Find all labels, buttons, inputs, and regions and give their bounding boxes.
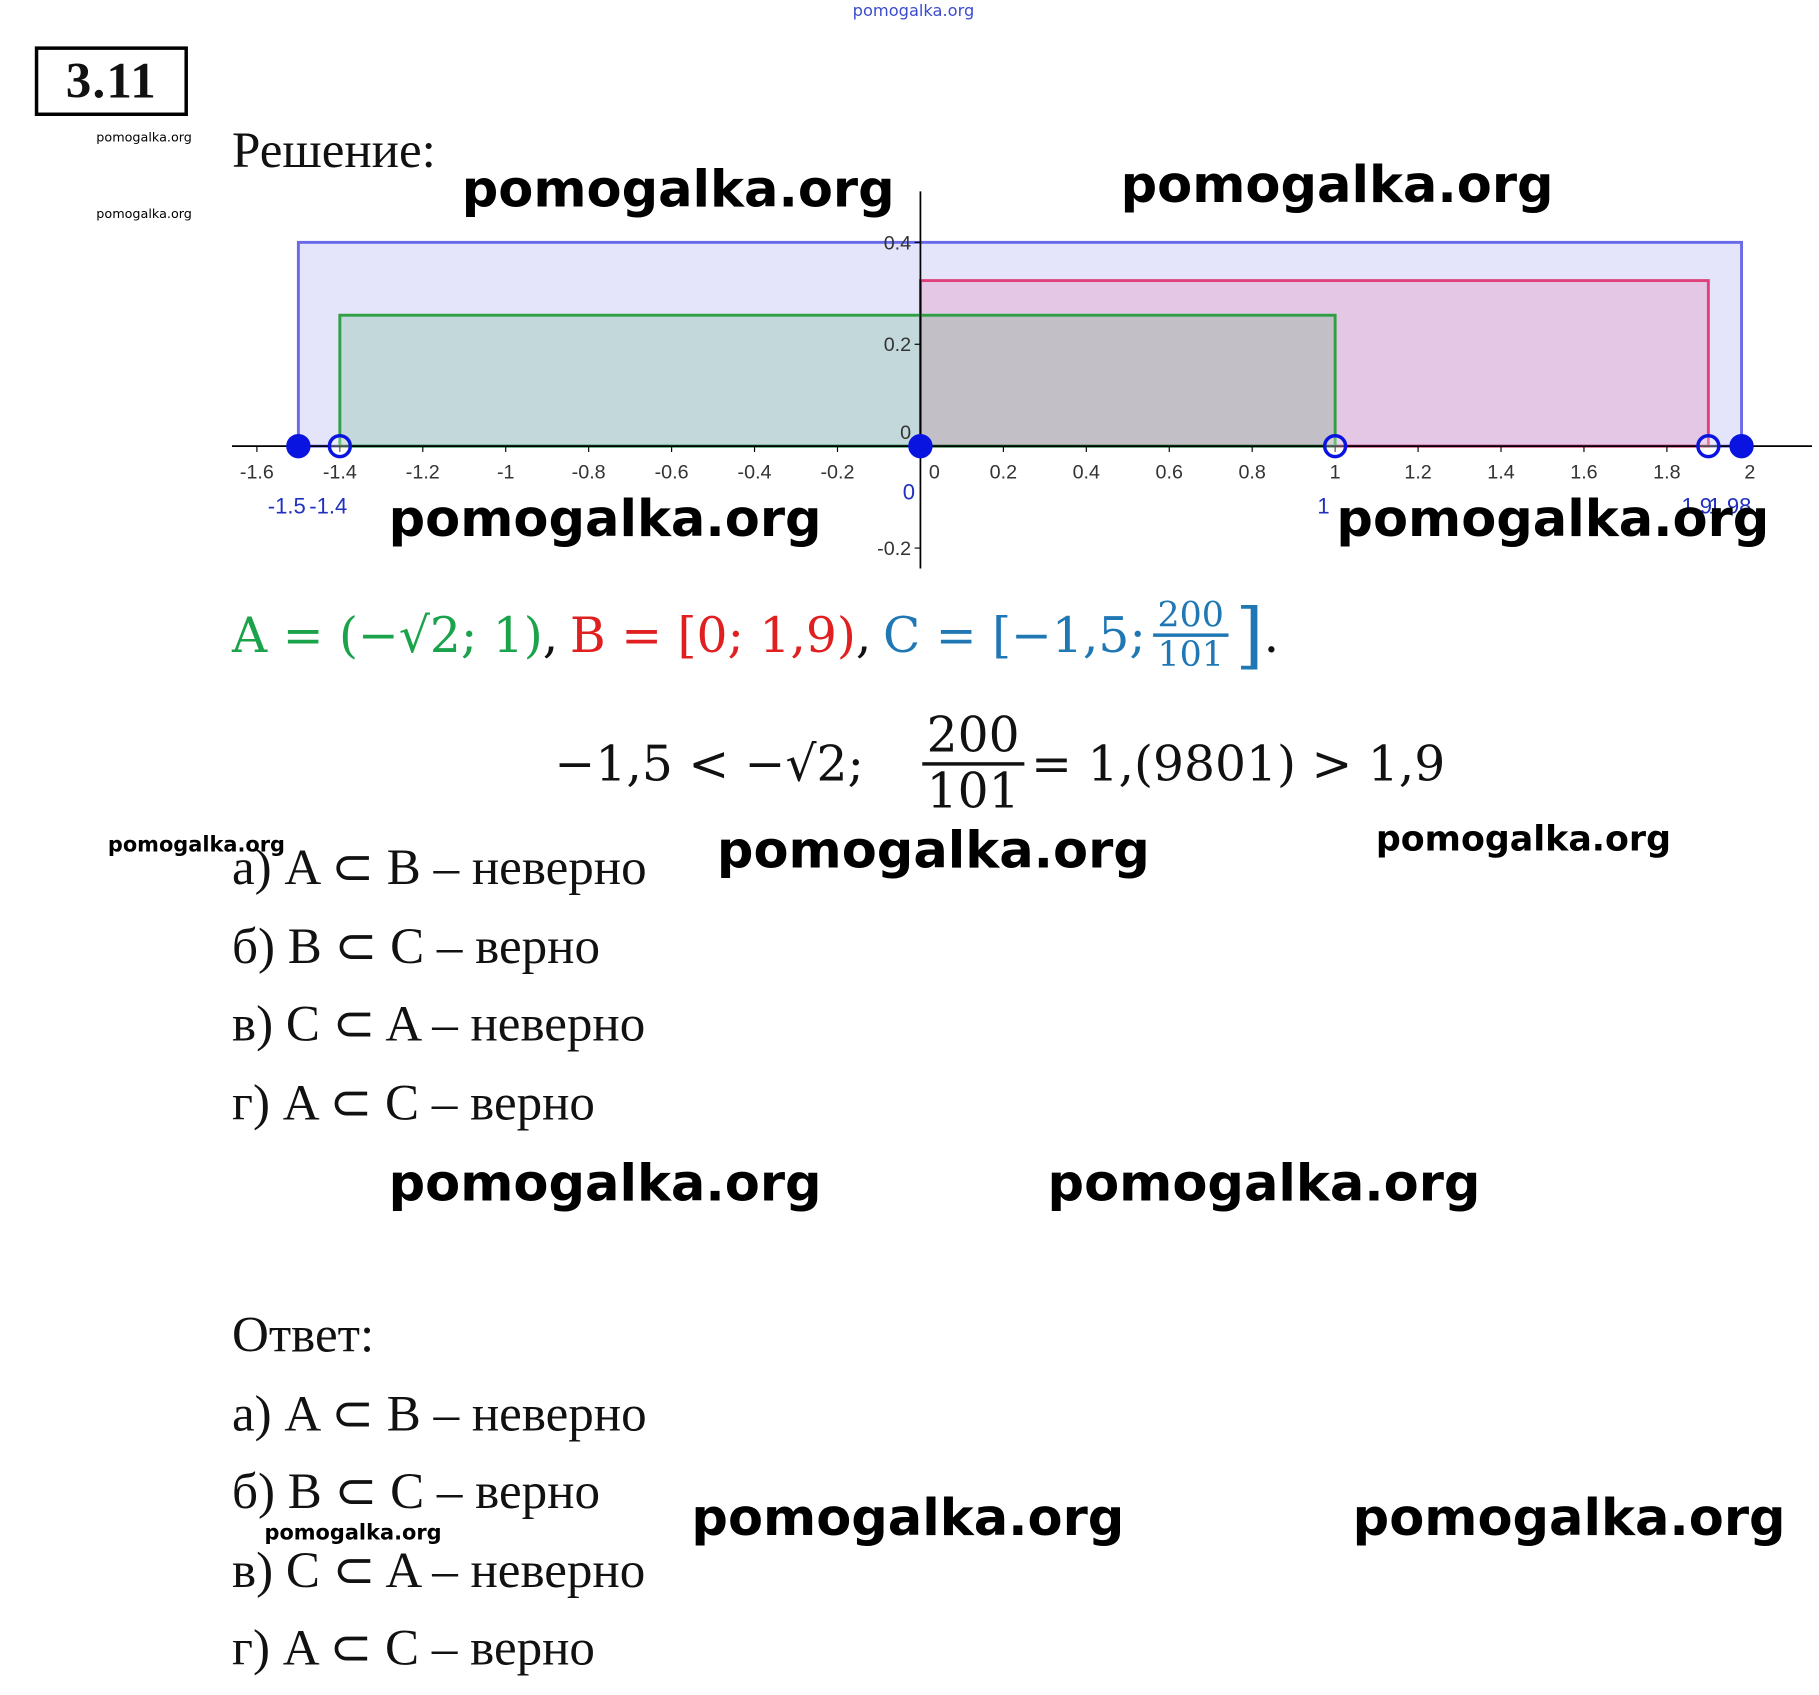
x-tick-label: -1.6 bbox=[240, 462, 274, 484]
x-tick-label: 0.4 bbox=[1073, 462, 1100, 484]
answer-label: Ответ: bbox=[232, 1306, 375, 1364]
open-endpoint bbox=[1696, 433, 1721, 459]
period: . bbox=[1263, 606, 1280, 664]
watermark: pomogalka.org bbox=[1336, 489, 1770, 549]
watermark: pomogalka.org bbox=[1120, 155, 1554, 215]
x-tick-label: -0.2 bbox=[820, 462, 854, 484]
x-tick-label: 1.2 bbox=[1404, 462, 1431, 484]
set-c-end: ] bbox=[1235, 592, 1264, 678]
separator: , bbox=[855, 606, 872, 664]
fraction: 200 101 bbox=[921, 710, 1025, 819]
y-tick-label: 0.4 bbox=[884, 232, 911, 254]
watermark: pomogalka.org bbox=[1047, 1154, 1481, 1214]
separator: , bbox=[542, 606, 559, 664]
answer-item: а) A ⊂ B – неверно bbox=[232, 1385, 647, 1442]
x-tick-label: 0.8 bbox=[1238, 462, 1265, 484]
solution-item: в) C ⊂ A – неверно bbox=[232, 995, 646, 1053]
endpoint-label: -1.5 bbox=[268, 493, 306, 518]
endpoint-label: 1.9 bbox=[1681, 493, 1712, 518]
watermark: pomogalka.org bbox=[388, 1154, 822, 1214]
sets-line: A = (−√2; 1) , B = [0; 1,9) , C = [−1,5;… bbox=[232, 580, 1279, 690]
denominator: 101 bbox=[926, 761, 1020, 819]
watermark: pomogalka.org bbox=[691, 1488, 1125, 1548]
watermark: pomogalka.org bbox=[852, 2, 975, 21]
watermark: pomogalka.org bbox=[96, 129, 192, 146]
x-tick-label: -1.4 bbox=[323, 462, 357, 484]
comparison-right: = 1,(9801) > 1,9 bbox=[1031, 734, 1446, 792]
y-tick-label: 0.2 bbox=[884, 334, 911, 356]
x-tick-label: 1.8 bbox=[1653, 462, 1680, 484]
number-line-diagram: -1.6 -1.4 -1.2 -1 -0.8 -0.6 -0.4 -0.2 0 0.2 0.4 0.6… bbox=[232, 191, 1813, 569]
set-c-start: C = [−1,5; bbox=[883, 606, 1146, 664]
denominator: 101 bbox=[1157, 634, 1224, 676]
x-tick-label: -1.2 bbox=[406, 462, 440, 484]
answer-item: б) B ⊂ C – верно bbox=[232, 1462, 600, 1520]
solution-item: б) B ⊂ C – верно bbox=[232, 917, 600, 975]
solution-label: Решение: bbox=[232, 121, 436, 179]
endpoint-label: 1.98 bbox=[1708, 493, 1751, 518]
problem-number: 3.11 bbox=[34, 46, 188, 117]
interval-region bbox=[338, 313, 1337, 448]
x-tick-label: 1 bbox=[1330, 462, 1341, 484]
watermark: pomogalka.org bbox=[716, 821, 1150, 881]
numerator: 200 bbox=[1152, 597, 1229, 637]
interval-region bbox=[296, 240, 1743, 448]
endpoint-label: 1 bbox=[1317, 493, 1329, 518]
watermark: pomogalka.org bbox=[461, 160, 895, 220]
open-endpoint bbox=[327, 433, 353, 459]
watermark: pomogalka.org bbox=[1375, 819, 1672, 860]
x-tick-label: 0.2 bbox=[990, 462, 1017, 484]
x-tick-label: 1.6 bbox=[1570, 462, 1597, 484]
comparison-line: −1,5 < −√2; 200 101 = 1,(9801) > 1,9 bbox=[555, 694, 1446, 833]
y-tick-label: 0 bbox=[900, 422, 911, 444]
comparison-left: −1,5 < −√2; bbox=[554, 734, 864, 792]
closed-endpoint bbox=[908, 433, 933, 459]
fraction: 200 101 bbox=[1152, 597, 1229, 676]
x-tick-label: -0.6 bbox=[655, 462, 689, 484]
x-tick-label: -0.8 bbox=[572, 462, 606, 484]
closed-endpoint bbox=[1729, 433, 1754, 459]
answer-item: в) C ⊂ A – неверно bbox=[232, 1541, 646, 1599]
x-tick-label: 0 bbox=[929, 462, 940, 484]
x-tick-label: -1 bbox=[497, 462, 515, 484]
interval-region bbox=[918, 279, 1710, 448]
watermark: pomogalka.org bbox=[388, 489, 822, 549]
watermark: pomogalka.org bbox=[264, 1520, 442, 1546]
endpoint-label: 0 bbox=[903, 480, 915, 505]
numerator: 200 bbox=[921, 710, 1025, 766]
endpoint-label: -1.4 bbox=[309, 493, 347, 518]
open-endpoint bbox=[1322, 433, 1348, 459]
watermark: pomogalka.org bbox=[107, 832, 285, 858]
answer-item: г) A ⊂ C – верно bbox=[232, 1619, 595, 1677]
solution-item: а) A ⊂ B – неверно bbox=[232, 838, 647, 896]
watermark: pomogalka.org bbox=[1352, 1488, 1786, 1548]
x-tick-label: 0.6 bbox=[1156, 462, 1183, 484]
watermark: pomogalka.org bbox=[96, 206, 192, 222]
set-a: A = (−√2; 1) bbox=[232, 606, 543, 664]
y-tick-label: -0.2 bbox=[877, 538, 911, 560]
closed-endpoint bbox=[286, 433, 311, 459]
x-tick-label: 2 bbox=[1744, 462, 1755, 484]
x-tick-label: 1.4 bbox=[1487, 462, 1514, 484]
x-tick-label: -0.4 bbox=[738, 462, 772, 484]
set-b: B = [0; 1,9) bbox=[569, 606, 856, 664]
solution-item: г) A ⊂ C – верно bbox=[232, 1074, 595, 1132]
